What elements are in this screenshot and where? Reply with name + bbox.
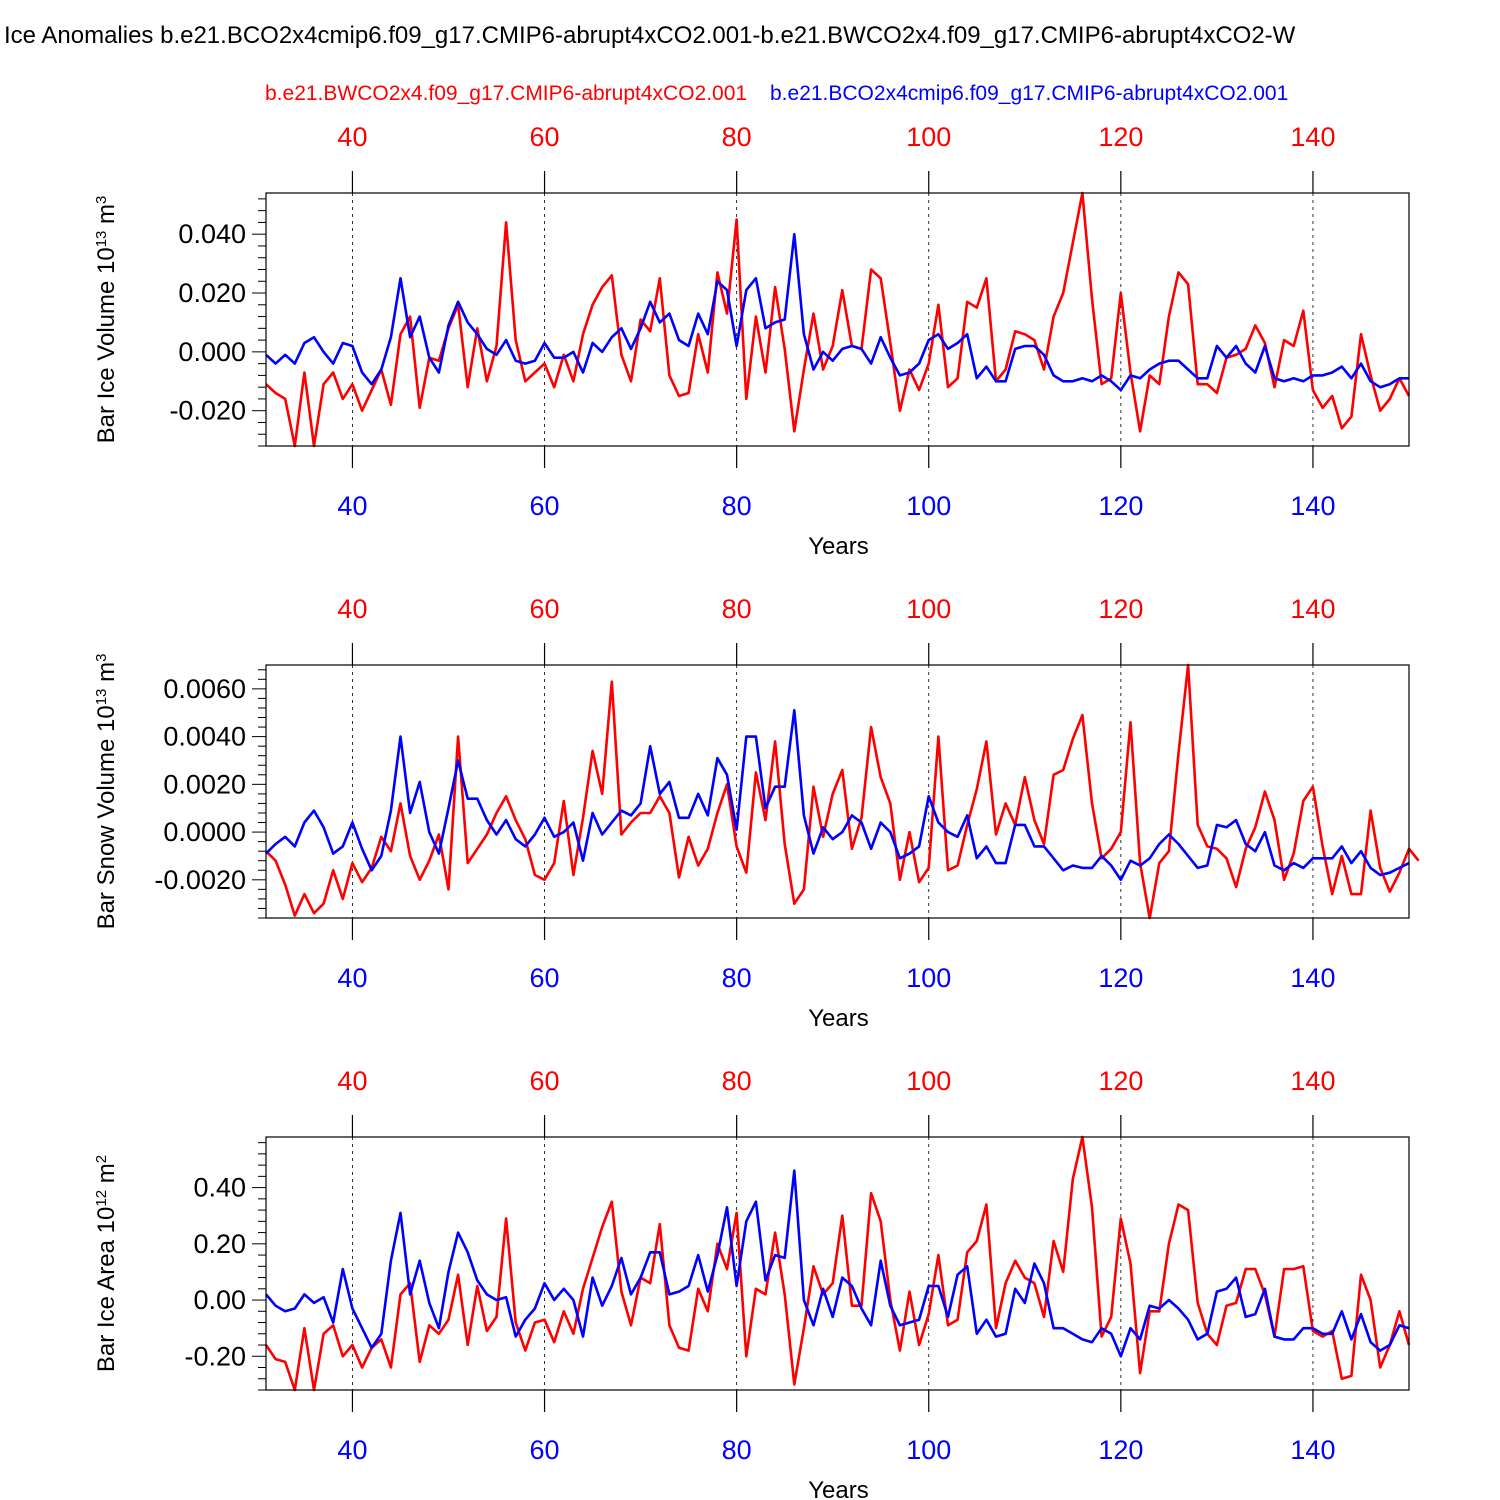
series-line-red	[265, 663, 1420, 920]
y-tick-label: 0.0020	[163, 769, 246, 799]
y-tick-label: 0.40	[193, 1173, 246, 1203]
plot-frame	[265, 1136, 1410, 1391]
y-axis-label-part: Bar Ice Volume 10	[93, 247, 120, 443]
y-tick-label: 0.20	[193, 1229, 246, 1259]
x-top-tick-label: 60	[530, 122, 560, 152]
series-line-blue	[265, 1169, 1410, 1358]
y-axis-label-part: m	[93, 1163, 120, 1190]
x-top-tick-label: 120	[1098, 594, 1143, 624]
y-axis-label-part: m	[93, 204, 120, 231]
y-tick-label: 0.0040	[163, 722, 246, 752]
plot-frame	[265, 664, 1410, 919]
plot-frame	[265, 192, 1410, 447]
y-axis-label-exponent: 2	[93, 1155, 110, 1163]
x-axis-label: Years	[808, 533, 869, 560]
x-bottom-tick-label: 140	[1290, 1435, 1335, 1465]
x-bottom-tick-label: 120	[1098, 491, 1143, 521]
legend-blue-series: b.e21.BCO2x4cmip6.f09_g17.CMIP6-abrupt4x…	[770, 82, 1289, 105]
x-bottom-tick-label: 100	[906, 963, 951, 993]
x-top-tick-label: 140	[1290, 594, 1335, 624]
x-top-tick-label: 40	[337, 122, 367, 152]
chart-panel-3: -0.20 0.00 0.20 0.40 40 40 60 60 80 80 100 100 120 12…	[93, 1066, 1411, 1500]
x-axis-label: Years	[808, 1477, 869, 1500]
x-top-tick-label: 80	[722, 1066, 752, 1096]
x-top-tick-label: 80	[722, 122, 752, 152]
x-bottom-tick-label: 60	[530, 491, 560, 521]
y-tick-label: 0.0000	[163, 817, 246, 847]
series-line-red	[264, 1135, 1411, 1392]
x-bottom-tick-label: 40	[337, 963, 367, 993]
x-top-tick-label: 60	[530, 594, 560, 624]
series-line-red	[265, 191, 1411, 448]
y-axis-label-exponent: 12	[93, 1190, 110, 1207]
x-top-tick-label: 100	[906, 122, 951, 152]
x-top-tick-label: 40	[337, 1066, 367, 1096]
y-tick-label: -0.020	[169, 396, 246, 426]
y-axis-label: Bar Ice Area 1012 m2	[93, 1155, 121, 1372]
y-axis-label: Bar Ice Volume 1013 m3	[93, 196, 121, 444]
x-bottom-tick-label: 80	[722, 963, 752, 993]
series-line-blue	[265, 232, 1409, 392]
y-tick-label: 0.040	[178, 219, 246, 249]
y-axis-label-exponent: 13	[93, 689, 110, 706]
x-top-tick-label: 100	[906, 1066, 951, 1096]
x-top-tick-label: 80	[722, 594, 752, 624]
x-bottom-tick-label: 40	[337, 491, 367, 521]
y-tick-label: 0.000	[178, 337, 246, 367]
y-tick-label: -0.0020	[154, 865, 246, 895]
chart-panel-1: -0.020 0.000 0.020 0.040 40 40 60 60 80 80 100 100 1…	[93, 122, 1411, 560]
y-tick-label: -0.20	[184, 1341, 246, 1371]
x-bottom-tick-label: 100	[906, 491, 951, 521]
x-bottom-tick-label: 40	[337, 1435, 367, 1465]
x-top-tick-label: 140	[1290, 122, 1335, 152]
x-bottom-tick-label: 80	[722, 1435, 752, 1465]
x-axis-label: Years	[808, 1005, 869, 1032]
x-top-tick-label: 100	[906, 594, 951, 624]
y-axis-label-exponent: 3	[93, 196, 110, 204]
x-bottom-tick-label: 60	[530, 963, 560, 993]
y-tick-label: 0.00	[193, 1285, 246, 1315]
y-axis-label-part: m	[93, 662, 120, 689]
x-bottom-tick-label: 80	[722, 491, 752, 521]
x-bottom-tick-label: 120	[1098, 963, 1143, 993]
y-tick-label: 0.020	[178, 278, 246, 308]
x-top-tick-label: 120	[1098, 122, 1143, 152]
y-axis-label-exponent: 3	[93, 654, 110, 662]
x-top-tick-label: 40	[337, 594, 367, 624]
series-line-blue	[265, 708, 1410, 882]
y-axis-label: Bar Snow Volume 1013 m3	[93, 654, 121, 930]
x-bottom-tick-label: 120	[1098, 1435, 1143, 1465]
y-axis-label-part: Bar Ice Area 10	[93, 1207, 120, 1372]
x-top-tick-label: 60	[530, 1066, 560, 1096]
x-bottom-tick-label: 140	[1290, 963, 1335, 993]
x-bottom-tick-label: 100	[906, 1435, 951, 1465]
x-bottom-tick-label: 60	[530, 1435, 560, 1465]
y-tick-label: 0.0060	[163, 674, 246, 704]
legend-red-series: b.e21.BWCO2x4.f09_g17.CMIP6-abrupt4xCO2.…	[265, 82, 748, 105]
y-axis-label-exponent: 13	[93, 231, 110, 248]
chart-panel-2: -0.0020 0.0000 0.0020 0.0040 0.0060 40 40 60 60 8…	[93, 594, 1420, 1032]
x-top-tick-label: 120	[1098, 1066, 1143, 1096]
y-axis-label-part: Bar Snow Volume 10	[93, 705, 120, 929]
main-title: Bar Ice Anomalies b.e21.BCO2x4cmip6.f09_…	[0, 22, 1296, 49]
x-top-tick-label: 140	[1290, 1066, 1335, 1096]
x-bottom-tick-label: 140	[1290, 491, 1335, 521]
